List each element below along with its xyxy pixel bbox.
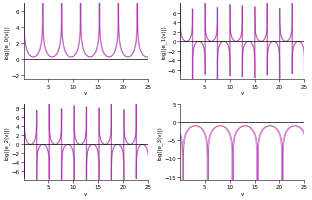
X-axis label: v: v: [84, 91, 87, 96]
Y-axis label: log(|e_3(v)|): log(|e_3(v)|): [157, 126, 163, 159]
Y-axis label: log(|e_0(v)|): log(|e_0(v)|): [4, 25, 10, 59]
Y-axis label: log(|e_2(v)|): log(|e_2(v)|): [4, 126, 10, 159]
X-axis label: v: v: [241, 91, 244, 96]
X-axis label: v: v: [241, 191, 244, 196]
X-axis label: v: v: [84, 191, 87, 196]
Y-axis label: log(|e_1(v)|): log(|e_1(v)|): [161, 25, 166, 59]
